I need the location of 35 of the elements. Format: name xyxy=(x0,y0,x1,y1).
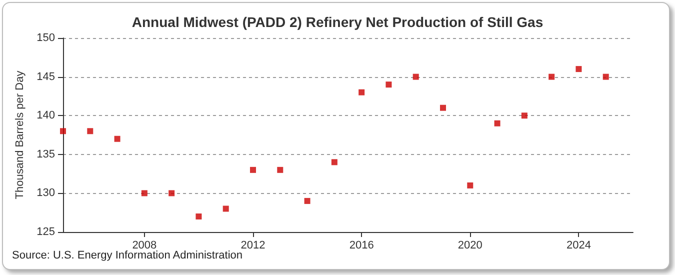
y-tick-label: 125 xyxy=(36,226,55,238)
point xyxy=(440,104,446,111)
y-tick-label: 145 xyxy=(36,70,55,83)
point xyxy=(548,74,555,80)
point xyxy=(386,82,392,88)
point xyxy=(196,213,202,220)
x-tick-label: 2008 xyxy=(132,240,157,252)
point xyxy=(304,198,310,204)
point xyxy=(521,112,528,119)
point xyxy=(412,74,419,80)
y-tick-label: 140 xyxy=(36,110,55,122)
point xyxy=(114,136,120,142)
point xyxy=(467,182,474,188)
point xyxy=(277,166,284,173)
y-tick-label: 130 xyxy=(36,187,55,200)
point xyxy=(141,190,148,196)
chart-title: Annual Midwest (PADD 2) Refinery Net Production of Still Gas xyxy=(132,14,544,30)
x-tick-label: 2012 xyxy=(240,240,266,252)
point xyxy=(602,74,609,80)
source-note: Source: U.S. Energy Information Administration xyxy=(12,250,242,262)
point xyxy=(494,120,500,126)
point xyxy=(331,159,338,166)
x-tick-label: 2020 xyxy=(458,240,482,252)
y-tick-label: 150 xyxy=(36,32,55,44)
y-axis-title: Thousand Barrels per Day xyxy=(14,70,26,200)
point xyxy=(60,128,66,134)
point xyxy=(87,128,94,134)
point xyxy=(250,166,256,173)
x-tick-label: 2024 xyxy=(566,240,591,252)
x-tick-label: 2016 xyxy=(349,240,374,252)
y-tick-label: 135 xyxy=(36,148,55,160)
point xyxy=(358,89,365,96)
point xyxy=(222,206,229,212)
point xyxy=(576,66,582,72)
point xyxy=(168,190,175,196)
